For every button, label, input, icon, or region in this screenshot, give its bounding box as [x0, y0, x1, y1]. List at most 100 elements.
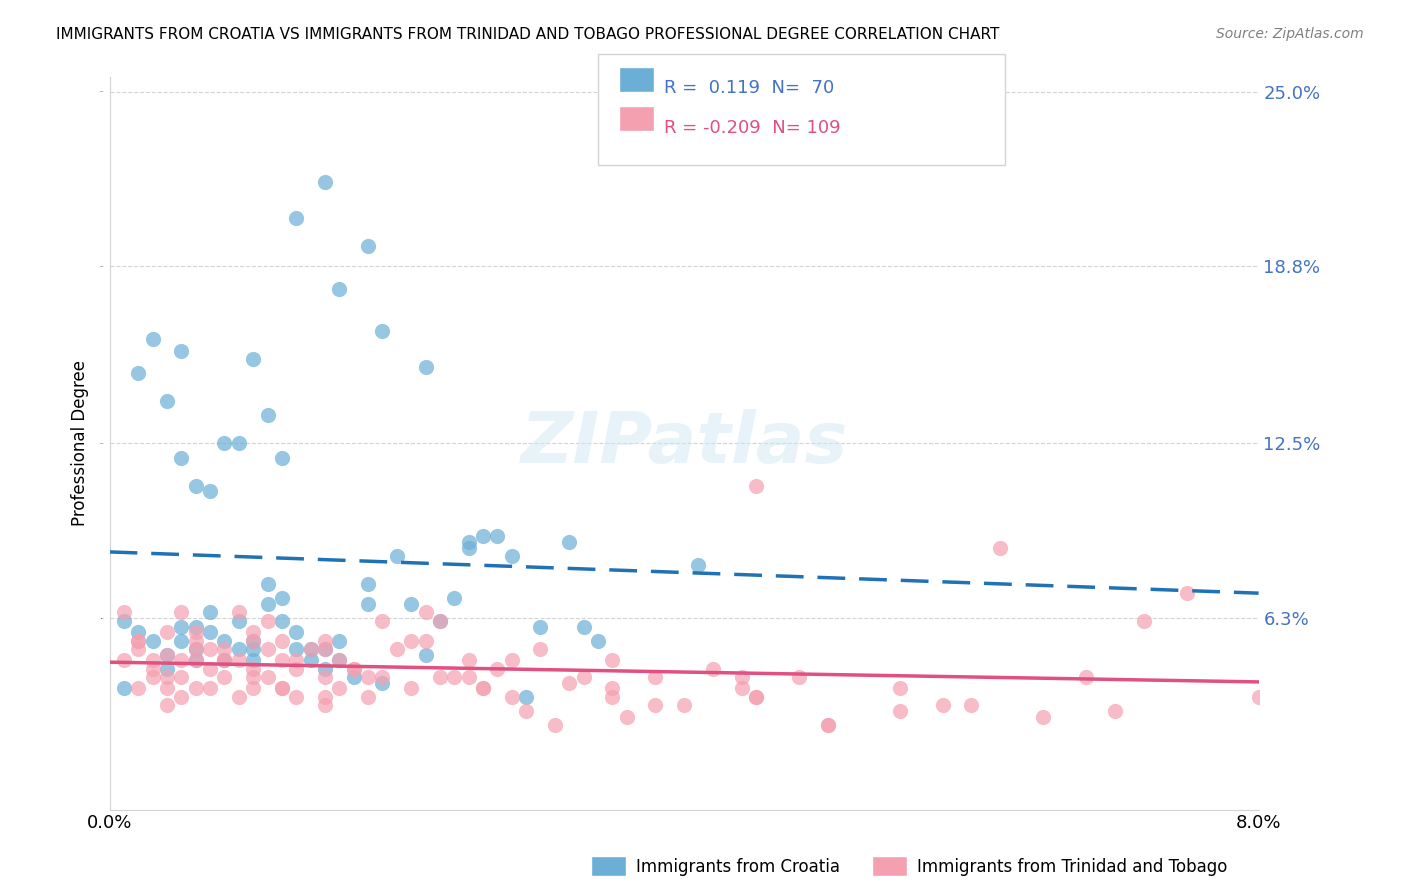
Point [198, 625, 221, 640]
Point [127, 681, 149, 696]
Point [285, 211, 308, 226]
Point [371, 614, 394, 628]
Point [515, 704, 537, 718]
Point [228, 653, 250, 667]
Point [299, 642, 322, 657]
Point [889, 681, 911, 696]
Point [572, 619, 595, 633]
Point [385, 642, 408, 657]
Point [1032, 709, 1054, 723]
Point [314, 670, 336, 684]
Point [457, 541, 479, 555]
Point [170, 633, 193, 648]
Point [170, 670, 193, 684]
Point [501, 549, 523, 563]
Point [198, 484, 221, 499]
Point [529, 619, 551, 633]
Point [170, 619, 193, 633]
Point [142, 670, 165, 684]
Point [357, 577, 380, 591]
Point [787, 670, 810, 684]
Point [156, 681, 179, 696]
Point [443, 591, 465, 606]
Point [600, 681, 623, 696]
Point [501, 653, 523, 667]
Point [156, 625, 179, 640]
Point [960, 698, 983, 713]
Point [156, 648, 179, 662]
Point [486, 662, 509, 676]
Point [415, 648, 437, 662]
Point [544, 718, 567, 732]
Point [184, 642, 207, 657]
Point [184, 619, 207, 633]
Point [184, 642, 207, 657]
Point [242, 642, 264, 657]
Point [600, 653, 623, 667]
Point [156, 662, 179, 676]
Point [558, 676, 581, 690]
Point [299, 642, 322, 657]
Point [558, 535, 581, 549]
Point [170, 343, 193, 358]
Point [184, 681, 207, 696]
Point [170, 653, 193, 667]
Point [889, 704, 911, 718]
Point [385, 549, 408, 563]
Point [1132, 614, 1154, 628]
Point [745, 690, 768, 704]
Point [228, 642, 250, 657]
Point [198, 606, 221, 620]
Point [271, 653, 294, 667]
Point [170, 690, 193, 704]
Text: R = -0.209  N= 109: R = -0.209 N= 109 [664, 119, 841, 136]
Point [112, 653, 135, 667]
Point [357, 239, 380, 253]
Point [328, 633, 350, 648]
Point [730, 670, 752, 684]
Point [228, 614, 250, 628]
Point [429, 614, 451, 628]
Point [415, 606, 437, 620]
Point [443, 670, 465, 684]
Point [415, 633, 437, 648]
Point [314, 662, 336, 676]
Point [745, 479, 768, 493]
Point [457, 653, 479, 667]
Point [1076, 670, 1098, 684]
Point [328, 653, 350, 667]
Point [1104, 704, 1126, 718]
Point [142, 662, 165, 676]
Point [399, 681, 422, 696]
Point [343, 662, 366, 676]
Point [242, 633, 264, 648]
Point [644, 670, 666, 684]
Text: Immigrants from Croatia: Immigrants from Croatia [636, 858, 839, 876]
Point [515, 690, 537, 704]
Point [256, 577, 278, 591]
Point [256, 642, 278, 657]
Point [242, 625, 264, 640]
Point [357, 670, 380, 684]
Point [142, 653, 165, 667]
Point [256, 597, 278, 611]
Point [156, 648, 179, 662]
Point [285, 662, 308, 676]
Point [184, 479, 207, 493]
Point [343, 662, 366, 676]
Point [184, 653, 207, 667]
Point [184, 625, 207, 640]
Point [156, 698, 179, 713]
Point [242, 653, 264, 667]
Point [415, 360, 437, 375]
Point [328, 653, 350, 667]
Point [730, 681, 752, 696]
Point [399, 597, 422, 611]
Point [357, 690, 380, 704]
Point [817, 718, 839, 732]
Point [184, 633, 207, 648]
Point [285, 690, 308, 704]
Point [1175, 585, 1198, 599]
Point [228, 436, 250, 450]
Point [285, 625, 308, 640]
